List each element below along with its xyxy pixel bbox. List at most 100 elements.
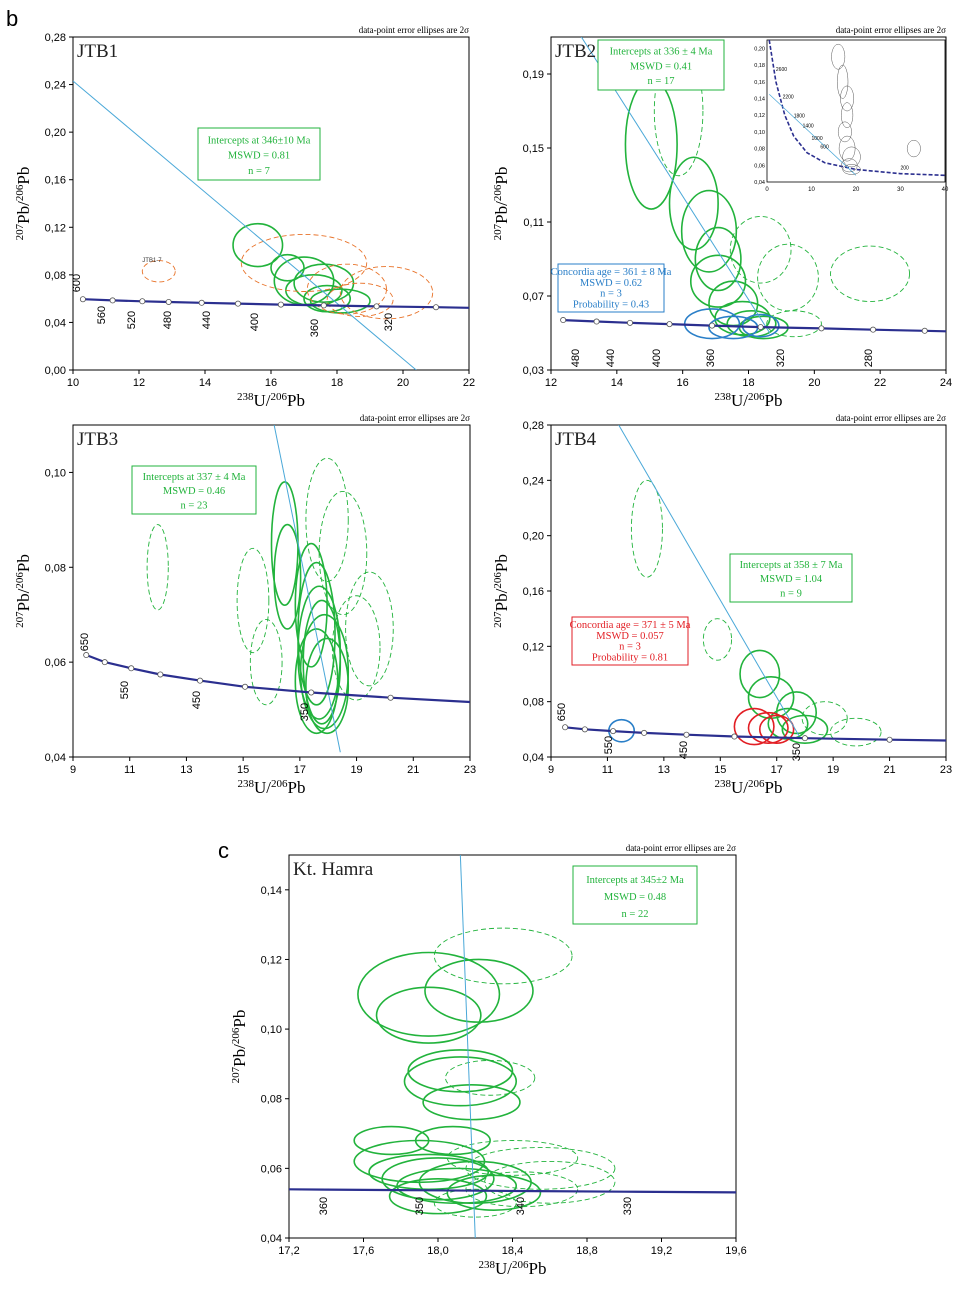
- concordia-age-marker: [109, 297, 116, 304]
- x-tick-label: 14: [611, 377, 623, 389]
- error-ellipse: [146, 524, 169, 611]
- error-ellipse: [694, 226, 742, 292]
- concordia-age-marker: [198, 299, 205, 306]
- x-tick-label: 20: [397, 377, 409, 389]
- concordia-age-marker: [593, 318, 600, 325]
- y-tick-label: 0,08: [261, 1094, 282, 1106]
- concordia-age-marker: [627, 319, 634, 326]
- inset-x-tick-label: 30: [897, 187, 904, 193]
- inset-plot: 0 10 20 30 40 0,04 0,06 0,08 0,10 0,12 0,14 0,16 0,1…: [754, 39, 949, 193]
- error-ellipse: [357, 951, 501, 1037]
- concordia-age-label: 350: [299, 703, 311, 721]
- inset-ellipse: [842, 164, 861, 175]
- error-ellipse: [702, 618, 733, 661]
- x-tick-label: 16: [265, 377, 277, 389]
- concordia-age-label: 400: [249, 313, 261, 331]
- inset-age-label: 1400: [803, 124, 814, 130]
- concordia-age-marker: [581, 726, 588, 733]
- concordia-age-marker: [666, 321, 673, 328]
- x-tick-label: 18,8: [576, 1245, 597, 1257]
- concordia-age-label: 480: [162, 311, 174, 329]
- concordia-age-label: 330: [622, 1197, 634, 1215]
- x-axis-label: 238U/206Pb: [715, 391, 783, 410]
- plot-frame: [72, 424, 471, 758]
- y-axis-label: 207Pb/206Pb: [14, 554, 33, 628]
- inset-ellipse: [841, 102, 854, 128]
- inset-y-tick-label: 0,14: [754, 96, 765, 102]
- x-tick-label: 15: [714, 764, 726, 776]
- x-tick-label: 14: [199, 377, 211, 389]
- error-ellipse-note: data-point error ellipses are 2σ: [359, 25, 469, 35]
- inset-y-tick-label: 0,08: [754, 147, 765, 153]
- y-tick-label: 0,11: [523, 217, 544, 229]
- concordia-age-marker: [320, 302, 327, 309]
- y-tick-label: 0,19: [523, 69, 544, 81]
- inset-y-tick-label: 0,06: [754, 163, 765, 169]
- x-tick-label: 16: [677, 377, 689, 389]
- error-ellipse: [293, 263, 355, 304]
- concordia-age-marker: [139, 298, 146, 305]
- error-ellipse: [141, 260, 176, 283]
- error-ellipse: [273, 523, 302, 630]
- error-ellipse: [433, 927, 573, 985]
- concordia-age-label: 360: [318, 1197, 330, 1215]
- error-ellipse: [747, 711, 789, 744]
- concordia-age-marker: [128, 665, 135, 672]
- x-tick-label: 21: [883, 764, 895, 776]
- x-tick-label: 18,0: [427, 1245, 448, 1257]
- error-ellipse: [757, 243, 819, 312]
- concordia-age-marker: [560, 317, 567, 324]
- concordia-age-marker: [818, 325, 825, 332]
- intercept-box-line: Intercepts at 346±10 Ma: [208, 135, 311, 146]
- concordia-curve: [85, 653, 470, 704]
- intercept-box-line: MSWD = 1.04: [760, 574, 823, 585]
- x-tick-label: 9: [548, 764, 554, 776]
- error-ellipse: [297, 561, 336, 706]
- x-tick-label: 19,2: [651, 1245, 672, 1257]
- concordia-age-label: 360: [309, 319, 321, 337]
- concordia-age-marker: [197, 677, 204, 684]
- concordia-age-marker: [101, 659, 108, 666]
- x-axis-label: 238U/206Pb: [237, 391, 305, 410]
- intercept-box-line: MSWD = 0.81: [228, 151, 290, 162]
- inset-concordia: [768, 39, 946, 177]
- intercept-box-line: n = 23: [181, 500, 208, 511]
- concordia-age-label: 550: [119, 681, 131, 699]
- error-ellipse: [305, 457, 349, 582]
- intercept-box: [597, 39, 725, 91]
- inset-age-label: 600: [820, 145, 829, 151]
- intercept-box-line: Intercepts at 358 ± 7 Ma: [740, 560, 843, 571]
- discordia-line: [618, 425, 800, 737]
- y-tick-label: 0,06: [45, 657, 66, 669]
- discordia-line: [459, 855, 476, 1238]
- y-tick-label: 0,24: [45, 80, 66, 92]
- inset-x-tick-label: 40: [942, 187, 949, 193]
- error-ellipse: [829, 717, 882, 747]
- y-tick-label: 0,24: [523, 475, 544, 487]
- concordia-age-marker: [921, 327, 928, 334]
- y-tick-label: 0,20: [45, 127, 66, 139]
- concordia-age-marker: [277, 301, 284, 308]
- error-ellipse: [668, 156, 719, 251]
- error-ellipse: [830, 245, 910, 302]
- error-ellipse: [345, 571, 394, 687]
- inset-age-label: 2600: [776, 67, 787, 73]
- error-ellipse: [465, 1171, 579, 1208]
- plot-area: [560, 37, 946, 340]
- concordia-age-marker: [757, 324, 764, 331]
- panel-jtb1: data-point error ellipses are 2σ 10 12 14 16…: [14, 25, 475, 410]
- error-ellipse-note: data-point error ellipses are 2σ: [626, 843, 736, 853]
- inset-age-label: 1800: [794, 114, 805, 120]
- concordia-age-marker: [234, 300, 241, 307]
- y-tick-label: 0,15: [523, 143, 544, 155]
- x-tick-label: 24: [940, 377, 952, 389]
- concordia-age-label: 480: [570, 349, 582, 367]
- error-ellipse: [331, 595, 381, 701]
- y-tick-label: 0,04: [45, 752, 66, 764]
- concordia-age-marker: [242, 683, 249, 690]
- error-ellipse: [630, 479, 663, 578]
- x-tick-label: 12: [545, 377, 557, 389]
- y-tick-label: 0,14: [261, 885, 282, 897]
- x-tick-label: 22: [463, 377, 475, 389]
- y-axis-label: 207Pb/206Pb: [230, 1010, 249, 1084]
